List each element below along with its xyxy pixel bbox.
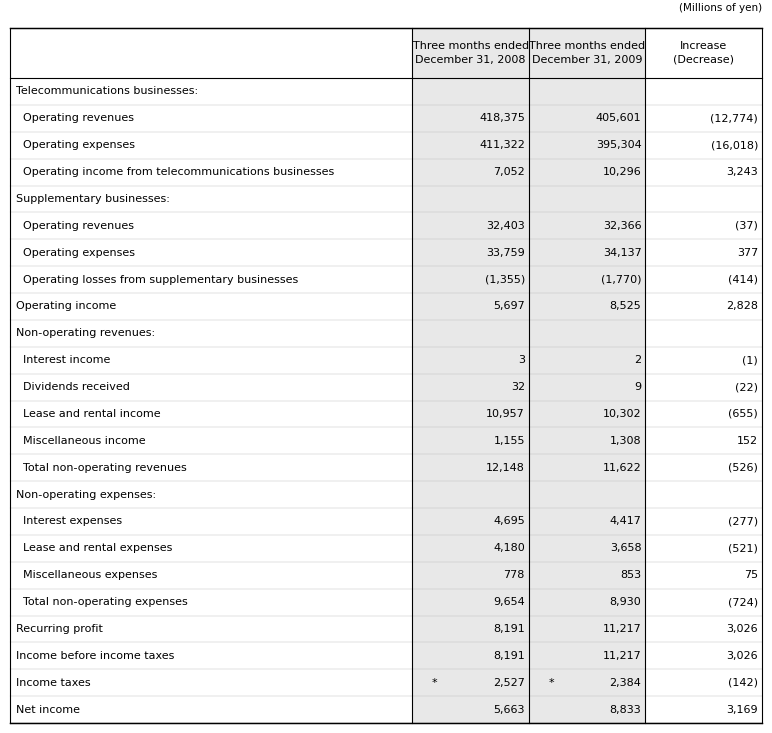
Text: 33,759: 33,759 bbox=[486, 248, 525, 258]
Text: 377: 377 bbox=[736, 248, 758, 258]
Text: Three months ended
December 31, 2009: Three months ended December 31, 2009 bbox=[529, 41, 645, 65]
Bar bbox=[529, 78, 645, 723]
Text: (724): (724) bbox=[728, 597, 758, 607]
Text: (414): (414) bbox=[728, 275, 758, 284]
Text: Interest expenses: Interest expenses bbox=[16, 517, 122, 526]
Text: *: * bbox=[432, 678, 438, 688]
Text: 2,527: 2,527 bbox=[493, 678, 525, 688]
Text: Increase
(Decrease): Increase (Decrease) bbox=[673, 41, 734, 65]
Text: 3,026: 3,026 bbox=[726, 651, 758, 661]
Bar bbox=[412, 78, 529, 723]
Text: 8,191: 8,191 bbox=[493, 651, 525, 661]
Text: 3,169: 3,169 bbox=[726, 704, 758, 715]
Text: 10,302: 10,302 bbox=[603, 409, 642, 419]
Text: 3,026: 3,026 bbox=[726, 624, 758, 634]
Bar bbox=[412, 28, 529, 78]
Text: 411,322: 411,322 bbox=[479, 140, 525, 150]
Text: *: * bbox=[549, 678, 554, 688]
Text: 9,654: 9,654 bbox=[493, 597, 525, 607]
Text: (22): (22) bbox=[735, 382, 758, 392]
Text: 8,930: 8,930 bbox=[610, 597, 642, 607]
Text: Recurring profit: Recurring profit bbox=[16, 624, 103, 634]
Text: 4,417: 4,417 bbox=[610, 517, 642, 526]
Text: 4,695: 4,695 bbox=[493, 517, 525, 526]
Text: 3,658: 3,658 bbox=[610, 543, 642, 553]
Text: (37): (37) bbox=[735, 221, 758, 231]
Text: (Millions of yen): (Millions of yen) bbox=[679, 3, 762, 13]
Text: Operating expenses: Operating expenses bbox=[16, 140, 135, 150]
Text: 2: 2 bbox=[635, 356, 642, 365]
Text: Operating income from telecommunications businesses: Operating income from telecommunications… bbox=[16, 167, 334, 177]
Text: 395,304: 395,304 bbox=[596, 140, 642, 150]
Text: Telecommunications businesses:: Telecommunications businesses: bbox=[16, 86, 198, 97]
Text: 10,296: 10,296 bbox=[603, 167, 642, 177]
Text: 405,601: 405,601 bbox=[596, 114, 642, 123]
Text: Non-operating expenses:: Non-operating expenses: bbox=[16, 490, 156, 500]
Text: (1): (1) bbox=[742, 356, 758, 365]
Text: Operating revenues: Operating revenues bbox=[16, 221, 134, 231]
Text: Income before income taxes: Income before income taxes bbox=[16, 651, 174, 661]
Text: Miscellaneous expenses: Miscellaneous expenses bbox=[16, 570, 157, 581]
Text: (12,774): (12,774) bbox=[710, 114, 758, 123]
Text: 778: 778 bbox=[503, 570, 525, 581]
Text: Miscellaneous income: Miscellaneous income bbox=[16, 436, 146, 446]
Bar bbox=[529, 28, 645, 78]
Text: 75: 75 bbox=[744, 570, 758, 581]
Text: 418,375: 418,375 bbox=[479, 114, 525, 123]
Text: Non-operating revenues:: Non-operating revenues: bbox=[16, 328, 155, 339]
Text: 3,243: 3,243 bbox=[726, 167, 758, 177]
Text: (526): (526) bbox=[728, 463, 758, 473]
Text: 11,217: 11,217 bbox=[603, 651, 642, 661]
Text: 9: 9 bbox=[635, 382, 642, 392]
Text: 4,180: 4,180 bbox=[493, 543, 525, 553]
Text: (142): (142) bbox=[728, 678, 758, 688]
Text: 12,148: 12,148 bbox=[486, 463, 525, 473]
Text: 2,828: 2,828 bbox=[726, 301, 758, 312]
Text: Operating revenues: Operating revenues bbox=[16, 114, 134, 123]
Text: 11,217: 11,217 bbox=[603, 624, 642, 634]
Text: Operating expenses: Operating expenses bbox=[16, 248, 135, 258]
Text: 32,403: 32,403 bbox=[486, 221, 525, 231]
Text: Operating losses from supplementary businesses: Operating losses from supplementary busi… bbox=[16, 275, 298, 284]
Text: Lease and rental expenses: Lease and rental expenses bbox=[16, 543, 172, 553]
Text: Dividends received: Dividends received bbox=[16, 382, 130, 392]
Text: 8,833: 8,833 bbox=[610, 704, 642, 715]
Text: 7,052: 7,052 bbox=[493, 167, 525, 177]
Text: 10,957: 10,957 bbox=[486, 409, 525, 419]
Text: Total non-operating revenues: Total non-operating revenues bbox=[16, 463, 187, 473]
Text: 853: 853 bbox=[621, 570, 642, 581]
Text: (521): (521) bbox=[728, 543, 758, 553]
Text: Net income: Net income bbox=[16, 704, 80, 715]
Text: Interest income: Interest income bbox=[16, 356, 110, 365]
Text: 8,191: 8,191 bbox=[493, 624, 525, 634]
Text: (655): (655) bbox=[728, 409, 758, 419]
Text: 5,697: 5,697 bbox=[493, 301, 525, 312]
Text: Income taxes: Income taxes bbox=[16, 678, 90, 688]
Text: 32: 32 bbox=[511, 382, 525, 392]
Text: 1,155: 1,155 bbox=[493, 436, 525, 446]
Text: (16,018): (16,018) bbox=[710, 140, 758, 150]
Text: Operating income: Operating income bbox=[16, 301, 117, 312]
Text: 5,663: 5,663 bbox=[493, 704, 525, 715]
Text: Lease and rental income: Lease and rental income bbox=[16, 409, 161, 419]
Text: 152: 152 bbox=[737, 436, 758, 446]
Text: Supplementary businesses:: Supplementary businesses: bbox=[16, 194, 170, 204]
Text: Total non-operating expenses: Total non-operating expenses bbox=[16, 597, 188, 607]
Text: 2,384: 2,384 bbox=[610, 678, 642, 688]
Text: (1,355): (1,355) bbox=[485, 275, 525, 284]
Text: 3: 3 bbox=[518, 356, 525, 365]
Text: 32,366: 32,366 bbox=[603, 221, 642, 231]
Text: (1,770): (1,770) bbox=[601, 275, 642, 284]
Text: 1,308: 1,308 bbox=[610, 436, 642, 446]
Text: 11,622: 11,622 bbox=[603, 463, 642, 473]
Text: 8,525: 8,525 bbox=[610, 301, 642, 312]
Text: 34,137: 34,137 bbox=[603, 248, 642, 258]
Text: Three months ended
December 31, 2008: Three months ended December 31, 2008 bbox=[412, 41, 529, 65]
Text: (277): (277) bbox=[728, 517, 758, 526]
